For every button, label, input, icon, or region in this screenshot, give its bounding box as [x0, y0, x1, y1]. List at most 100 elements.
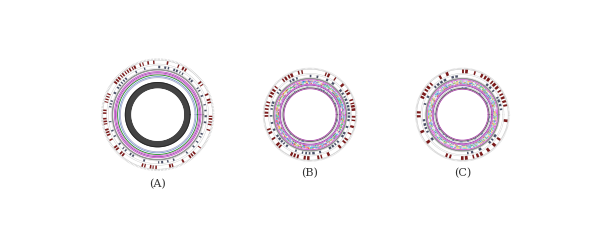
Polygon shape [428, 108, 430, 111]
Polygon shape [188, 78, 191, 81]
Polygon shape [439, 75, 442, 79]
Polygon shape [433, 100, 434, 101]
Polygon shape [438, 138, 440, 140]
Polygon shape [456, 81, 457, 82]
Polygon shape [430, 137, 434, 141]
Polygon shape [428, 118, 429, 119]
Polygon shape [486, 91, 488, 93]
Polygon shape [276, 113, 278, 115]
Polygon shape [161, 161, 163, 164]
Polygon shape [319, 88, 322, 90]
Polygon shape [492, 102, 494, 104]
Polygon shape [496, 137, 501, 141]
Polygon shape [290, 140, 292, 142]
Polygon shape [442, 133, 444, 135]
Polygon shape [479, 87, 481, 88]
Polygon shape [486, 77, 491, 82]
Polygon shape [471, 145, 473, 146]
Polygon shape [472, 84, 474, 85]
Polygon shape [327, 92, 328, 94]
Polygon shape [307, 81, 309, 82]
Polygon shape [342, 104, 343, 106]
Polygon shape [276, 109, 277, 110]
Polygon shape [291, 141, 293, 143]
Polygon shape [334, 135, 336, 137]
Polygon shape [279, 120, 280, 123]
Polygon shape [494, 102, 495, 104]
Polygon shape [464, 83, 465, 84]
Polygon shape [471, 85, 473, 86]
Polygon shape [473, 143, 475, 144]
Polygon shape [330, 139, 332, 141]
Polygon shape [341, 104, 342, 106]
Polygon shape [482, 141, 483, 142]
Polygon shape [483, 139, 484, 140]
Polygon shape [420, 130, 425, 134]
Polygon shape [487, 96, 489, 98]
Polygon shape [338, 131, 340, 133]
Polygon shape [331, 96, 333, 99]
Polygon shape [461, 156, 463, 160]
Polygon shape [485, 91, 486, 93]
Polygon shape [439, 93, 440, 94]
Polygon shape [488, 130, 489, 132]
Polygon shape [436, 132, 439, 134]
Polygon shape [347, 112, 350, 114]
Polygon shape [310, 83, 312, 84]
Polygon shape [306, 87, 309, 88]
Polygon shape [285, 136, 287, 138]
Polygon shape [339, 100, 341, 102]
Polygon shape [294, 91, 295, 92]
Polygon shape [309, 83, 310, 84]
Polygon shape [339, 103, 341, 105]
Polygon shape [290, 139, 292, 140]
Polygon shape [444, 85, 445, 87]
Polygon shape [436, 83, 440, 86]
Polygon shape [299, 144, 301, 145]
Polygon shape [281, 99, 283, 101]
Polygon shape [492, 123, 493, 124]
Polygon shape [280, 129, 282, 131]
Polygon shape [279, 129, 280, 130]
Polygon shape [313, 83, 314, 84]
Polygon shape [493, 110, 494, 112]
Polygon shape [496, 112, 497, 114]
Polygon shape [428, 110, 429, 113]
Polygon shape [492, 125, 494, 127]
Polygon shape [313, 147, 315, 148]
Polygon shape [147, 61, 149, 65]
Polygon shape [278, 144, 282, 148]
Polygon shape [492, 124, 494, 126]
Polygon shape [454, 147, 456, 148]
Polygon shape [489, 94, 491, 96]
Polygon shape [466, 146, 469, 147]
Polygon shape [435, 95, 436, 97]
Polygon shape [293, 87, 295, 88]
Polygon shape [428, 117, 429, 118]
Polygon shape [280, 130, 281, 131]
Polygon shape [298, 146, 301, 147]
Polygon shape [486, 94, 488, 96]
Polygon shape [324, 143, 325, 145]
Polygon shape [431, 104, 432, 106]
Polygon shape [486, 132, 489, 134]
Polygon shape [436, 131, 437, 133]
Polygon shape [484, 92, 485, 94]
Polygon shape [428, 113, 429, 115]
Polygon shape [319, 84, 321, 86]
Polygon shape [475, 142, 476, 144]
Polygon shape [452, 84, 454, 86]
Polygon shape [486, 95, 488, 98]
Polygon shape [431, 129, 433, 131]
Polygon shape [454, 81, 455, 83]
Polygon shape [492, 109, 494, 111]
Polygon shape [302, 82, 304, 84]
Polygon shape [298, 82, 301, 84]
Polygon shape [332, 92, 334, 94]
Polygon shape [321, 143, 322, 145]
Polygon shape [302, 146, 306, 148]
Polygon shape [339, 100, 341, 103]
Polygon shape [276, 112, 278, 113]
Polygon shape [449, 142, 451, 144]
Polygon shape [324, 84, 325, 85]
